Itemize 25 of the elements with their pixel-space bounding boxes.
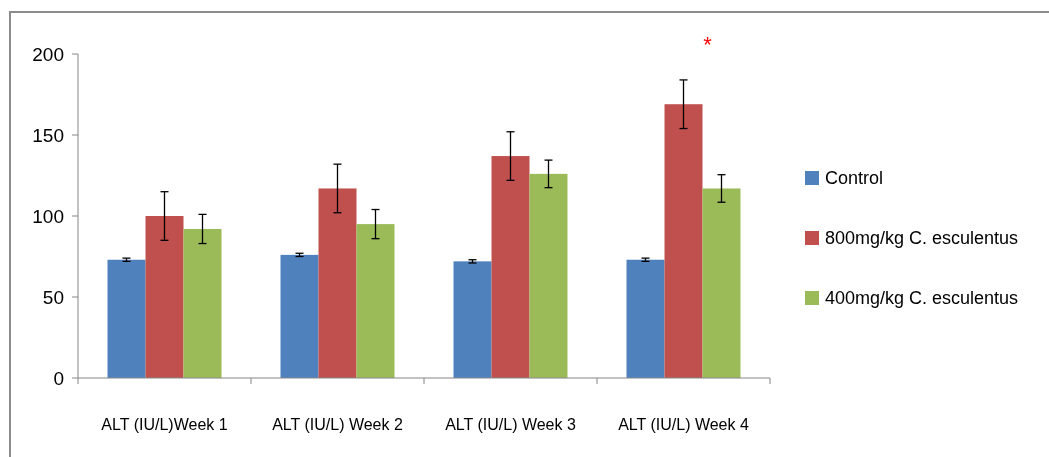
bar xyxy=(529,173,568,378)
x-tick-label: ALT (IU/L) Week 4 xyxy=(618,416,749,433)
bar xyxy=(318,188,357,378)
annotation: * xyxy=(703,32,713,57)
bar xyxy=(664,104,703,378)
legend-label: Control xyxy=(825,168,884,189)
bar xyxy=(356,224,395,378)
bar xyxy=(491,156,530,378)
y-tick-label: 100 xyxy=(32,205,64,227)
y-tick-label: 200 xyxy=(32,43,64,65)
bar xyxy=(183,228,222,378)
bar xyxy=(702,188,741,378)
y-tick-label: 50 xyxy=(42,286,64,308)
x-tick-label: ALT (IU/L) Week 2 xyxy=(272,416,403,433)
bar xyxy=(280,254,319,378)
legend-label: 800mg/kg C. esculentus xyxy=(825,228,1019,249)
x-tick-label: ALT (IU/L) Week 3 xyxy=(445,416,576,433)
bar xyxy=(453,261,492,378)
x-tick-label: ALT (IU/L)Week 1 xyxy=(101,416,228,433)
bar xyxy=(145,216,184,378)
bar xyxy=(107,259,146,378)
legend-label: 400mg/kg C. esculentus xyxy=(825,288,1019,309)
bar xyxy=(626,259,665,378)
y-tick-label: 150 xyxy=(32,124,64,146)
y-tick-label: 0 xyxy=(53,367,64,389)
